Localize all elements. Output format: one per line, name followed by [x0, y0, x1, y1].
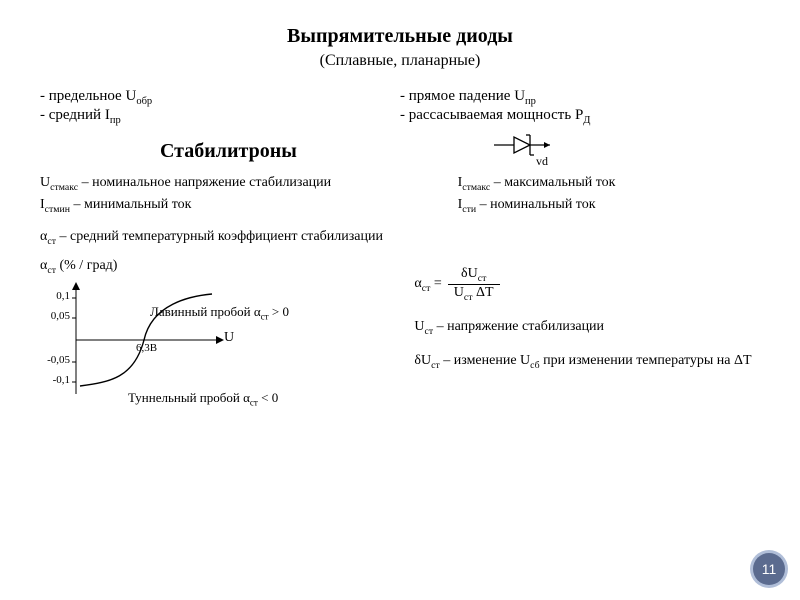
alpha-unit: αст (% / град) — [40, 258, 414, 276]
title-rectifier: Выпрямительные диоды — [40, 25, 760, 48]
alpha-formula: αст = δUст Uст ΔT — [414, 266, 760, 303]
param-ipr: - средний Iпр — [40, 107, 400, 126]
zener-params: Uстмакс – номинальное напряжение стабили… — [40, 175, 760, 215]
zener-symbol-icon: vd — [490, 131, 570, 174]
ylabel-01: 0,1 — [32, 290, 70, 302]
rectifier-params: - предельное Uобр - средний Iпр - прямое… — [40, 88, 760, 126]
page-number-badge: 11 — [753, 553, 785, 585]
subtitle-rectifier: (Сплавные, планарные) — [40, 52, 760, 70]
param-upr: - прямое падение Uпр — [400, 88, 760, 107]
param-ustmax: Uстмакс – номинальное напряжение стабили… — [40, 175, 458, 193]
ylabel-n01: -0,1 — [32, 374, 70, 386]
label-tunnel: Туннельный пробой αст < 0 — [128, 390, 278, 408]
param-isti: Iсти – номинальный ток — [458, 197, 760, 215]
zener-vd-label: vd — [536, 154, 548, 168]
zener-block: Стабилитроны vd — [40, 126, 760, 163]
param-istmax: Iстмакс – максимальный ток — [458, 175, 760, 193]
label-avalanche: Лавинный пробой αст > 0 — [150, 304, 289, 322]
alpha-description: αст – средний температурный коэффициент … — [40, 229, 760, 247]
param-istmin: Iстмин – минимальный ток — [40, 197, 458, 215]
param-uobr: - предельное Uобр — [40, 88, 400, 107]
title-zener: Стабилитроны — [160, 140, 297, 163]
ylabel-n005: -0,05 — [32, 354, 70, 366]
xlabel-63v: 6,3В — [136, 342, 157, 354]
desc-ust: Uст – напряжение стабилизации — [414, 319, 760, 337]
breakdown-graph: 0,1 0,05 -0,05 -0,1 6,3В U Лавинный проб… — [40, 282, 300, 432]
desc-dust: δUст – изменение Uсб при изменении темпе… — [414, 353, 760, 371]
ylabel-005: 0,05 — [32, 310, 70, 322]
param-pd: - рассасываемая мощность PД — [400, 107, 760, 126]
xlabel-u: U — [224, 330, 234, 346]
